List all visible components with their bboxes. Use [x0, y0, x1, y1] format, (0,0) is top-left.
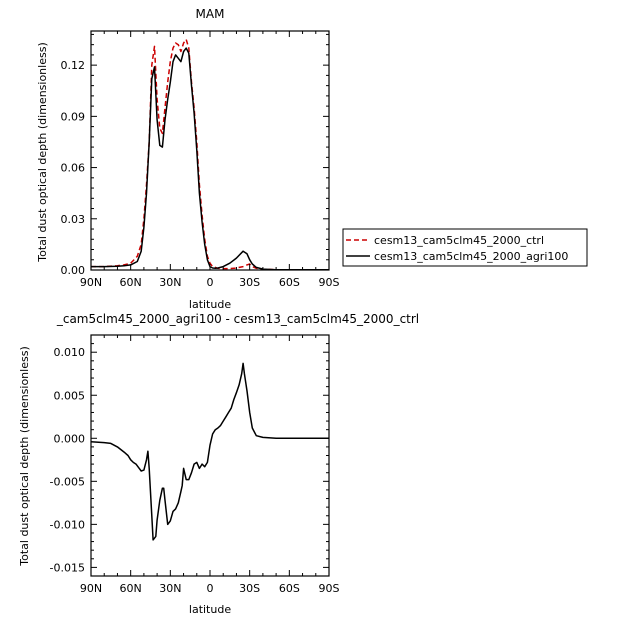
y-axis-label: Total dust optical depth (dimensionless) — [18, 346, 31, 566]
plot-frame — [90, 334, 330, 577]
y-tick-label: 0.12 — [61, 59, 86, 72]
y-tick-label: 0.000 — [54, 432, 86, 445]
x-tick-label: 30N — [159, 582, 181, 595]
plot-frame — [90, 30, 330, 271]
legend-label-ctrl: cesm13_cam5clm45_2000_ctrl — [374, 234, 544, 247]
series-line-1 — [91, 47, 329, 271]
x-tick-label: 60S — [279, 276, 300, 289]
x-tick-label: 0 — [207, 276, 214, 289]
x-tick-label: 90S — [319, 276, 340, 289]
series-line-0 — [90, 362, 329, 541]
y-tick-label: 0.09 — [61, 110, 86, 123]
y-axis-label: Total dust optical depth (dimensionless) — [36, 42, 49, 262]
y-tick-label: 0.06 — [61, 162, 86, 175]
x-tick-label: 90N — [80, 276, 102, 289]
x-tick-label: 60S — [279, 582, 300, 595]
x-tick-label: 60N — [120, 582, 142, 595]
chart-title: _cam5clm45_2000_agri100 - cesm13_cam5clm… — [56, 312, 419, 326]
panel-bottom: _cam5clm45_2000_agri100 - cesm13_cam5clm… — [18, 312, 419, 616]
legend-box — [342, 228, 588, 267]
x-tick-label: 30N — [159, 276, 181, 289]
series-line-0 — [91, 38, 329, 271]
chart-title: MAM — [196, 7, 225, 21]
y-tick-label: 0.005 — [54, 389, 86, 402]
x-tick-label: 60N — [120, 276, 142, 289]
x-tick-label: 30S — [239, 276, 260, 289]
y-tick-label: 0.00 — [61, 264, 86, 277]
legend: cesm13_cam5clm45_2000_ctrl cesm13_cam5cl… — [342, 228, 588, 267]
x-axis-label: latitude — [189, 603, 231, 616]
x-axis-label: latitude — [189, 298, 231, 311]
y-tick-label: 0.03 — [61, 213, 86, 226]
panel-top: MAM latitude Total dust optical depth (d… — [36, 7, 340, 311]
y-tick-label: -0.010 — [50, 518, 85, 531]
y-tick-label: -0.005 — [50, 475, 85, 488]
legend-label-agri100: cesm13_cam5clm45_2000_agri100 — [374, 250, 568, 263]
y-tick-label: -0.015 — [50, 561, 85, 574]
x-tick-label: 0 — [207, 582, 214, 595]
y-tick-label: 0.010 — [54, 346, 86, 359]
x-tick-label: 90S — [319, 582, 340, 595]
x-tick-label: 30S — [239, 582, 260, 595]
x-tick-label: 90N — [80, 582, 102, 595]
